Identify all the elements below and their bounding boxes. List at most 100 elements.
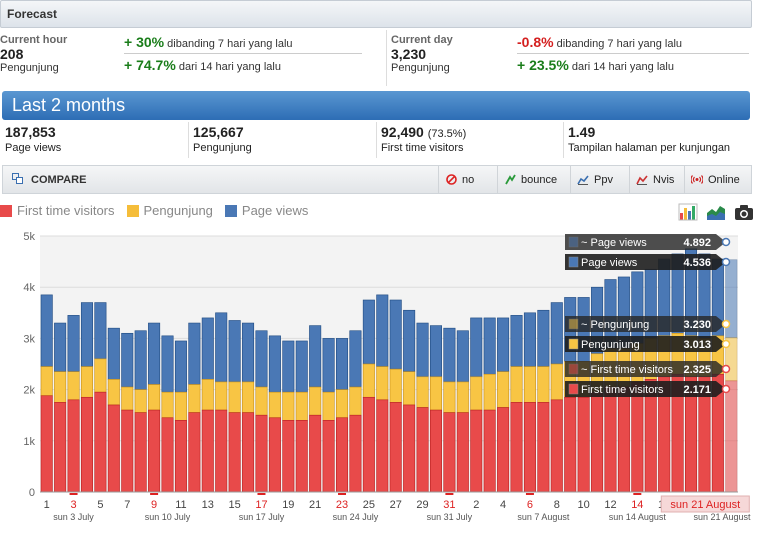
tooltip-value: 4.892 (683, 237, 711, 249)
x-tick-label: 31 (443, 499, 455, 511)
bar-page-views (537, 309, 550, 367)
bar-first-time-visitors (403, 404, 416, 493)
stat-extra: (73.5%) (427, 128, 467, 140)
compare-bounce-button[interactable]: bounce (497, 166, 563, 193)
camera-icon[interactable] (734, 203, 754, 221)
y-tick-label: 3k (23, 333, 35, 345)
day-compare-7days: -0.8% dibanding 7 hari yang lalu (517, 34, 682, 50)
compare-ppv-label: Ppv (594, 173, 613, 186)
bar-chart-icon[interactable] (678, 203, 698, 221)
x-week-label: sun 10 July (145, 512, 191, 522)
tooltip-box (565, 316, 726, 332)
bar-first-time-visitors (188, 412, 201, 493)
day-compare-14days-pct: + 23.5% (517, 57, 569, 73)
compare-ppv-button[interactable]: Ppv (570, 166, 622, 193)
compare-no-button[interactable]: no (438, 166, 490, 193)
compare-online-button[interactable]: Online (684, 166, 750, 193)
hour-compare-14days-text: dari 14 hari yang lalu (178, 61, 281, 73)
bar-first-time-visitors (282, 420, 295, 493)
bar-visitors (161, 391, 174, 419)
bar-page-views (188, 322, 201, 385)
bar-page-views (201, 317, 214, 380)
bar-first-time-visitors (617, 386, 630, 493)
tooltip-value: 2.171 (683, 384, 711, 396)
bar-first-time-visitors (121, 409, 134, 493)
x-tick-label: 4 (500, 499, 506, 511)
current-day-label: Current day (391, 34, 453, 46)
tooltip-marker (721, 319, 731, 329)
area-chart-icon[interactable] (706, 203, 726, 221)
legend-swatch (126, 204, 139, 217)
current-day-block: Current day 3,230 Pengunjung (391, 34, 453, 74)
bar-visitors (470, 376, 483, 411)
bar-first-time-visitors (389, 402, 402, 493)
bounce-icon (504, 174, 516, 186)
tooltip-row: ~ Pengunjung 3.230 (565, 316, 731, 332)
bar-page-views (282, 340, 295, 393)
y-tick-label: 2k (23, 385, 35, 397)
legend-item-visitors[interactable]: Pengunjung (126, 203, 213, 218)
tooltip-marker (721, 384, 731, 394)
compare-nvis-button[interactable]: Nvis (629, 166, 681, 193)
stat-page-views: 187,853 Page views (5, 124, 61, 154)
bar-first-time-visitors (429, 409, 442, 493)
bar-page-views (148, 322, 161, 385)
bar-first-time-visitors (510, 402, 523, 493)
legend-item-page-views[interactable]: Page views (224, 203, 308, 218)
stat-value: 1.49 (568, 124, 596, 140)
compare-online-label: Online (708, 173, 740, 186)
bar-first-time-visitors (497, 407, 510, 493)
bar-first-time-visitors (80, 396, 93, 493)
bar-first-time-visitors (336, 417, 349, 493)
tooltip-value: 3.230 (683, 319, 711, 331)
bar-visitors (148, 384, 161, 411)
legend-label: Pengunjung (143, 203, 213, 218)
stat-label: Tampilan halaman per kunjungan (568, 142, 731, 154)
x-tick-label: 6 (527, 499, 533, 511)
bar-first-time-visitors (228, 412, 241, 493)
bar-visitors (80, 366, 93, 398)
divider (376, 122, 377, 158)
bar-visitors (336, 389, 349, 419)
stat-value: 125,667 (193, 124, 244, 140)
compare-nvis-label: Nvis (653, 173, 675, 186)
period-header: Last 2 months (2, 91, 750, 120)
stat-visitors: 125,667 Pengunjung (193, 124, 252, 154)
bar-page-views (268, 335, 281, 393)
day-compare-7days-pct: -0.8% (517, 34, 554, 50)
y-tick-label: 1k (23, 436, 35, 448)
divider (386, 30, 387, 86)
legend-item-first-time-visitors[interactable]: First time visitors (0, 203, 115, 218)
tooltip-marker (721, 339, 731, 349)
hour-compare-7days: + 30% dibanding 7 hari yang lalu (124, 34, 293, 50)
bar-visitors (67, 371, 80, 401)
bar-visitors (295, 391, 308, 421)
x-tick-label: 21 (309, 499, 321, 511)
tooltip-marker (721, 257, 731, 267)
bar-first-time-visitors (255, 414, 268, 493)
bar-page-views (295, 340, 308, 393)
current-hour-block: Current hour 208 Pengunjung (0, 34, 67, 74)
bar-visitors (121, 386, 134, 411)
stat-value: 92,490 (381, 124, 424, 140)
divider (563, 122, 564, 158)
bar-visitors (376, 366, 389, 401)
x-week-label: sun 24 July (333, 512, 379, 522)
bar-page-views (456, 330, 469, 383)
compare-icon (12, 173, 23, 184)
bar-page-views (174, 340, 187, 393)
bar-page-views (67, 315, 80, 372)
bar-first-time-visitors (242, 412, 255, 493)
stat-first-time-visitors: 92,490 (73.5%) First time visitors (381, 124, 466, 154)
bar-visitors (174, 391, 187, 421)
bar-visitors (510, 366, 523, 403)
bar-first-time-visitors (309, 414, 322, 493)
bar-page-views (403, 309, 416, 372)
bar-first-time-visitors (161, 417, 174, 493)
x-week-label: sun 21 August (693, 512, 751, 522)
x-tick-label: 5 (97, 499, 103, 511)
bar-first-time-visitors (107, 404, 120, 493)
bar-visitors (309, 386, 322, 416)
